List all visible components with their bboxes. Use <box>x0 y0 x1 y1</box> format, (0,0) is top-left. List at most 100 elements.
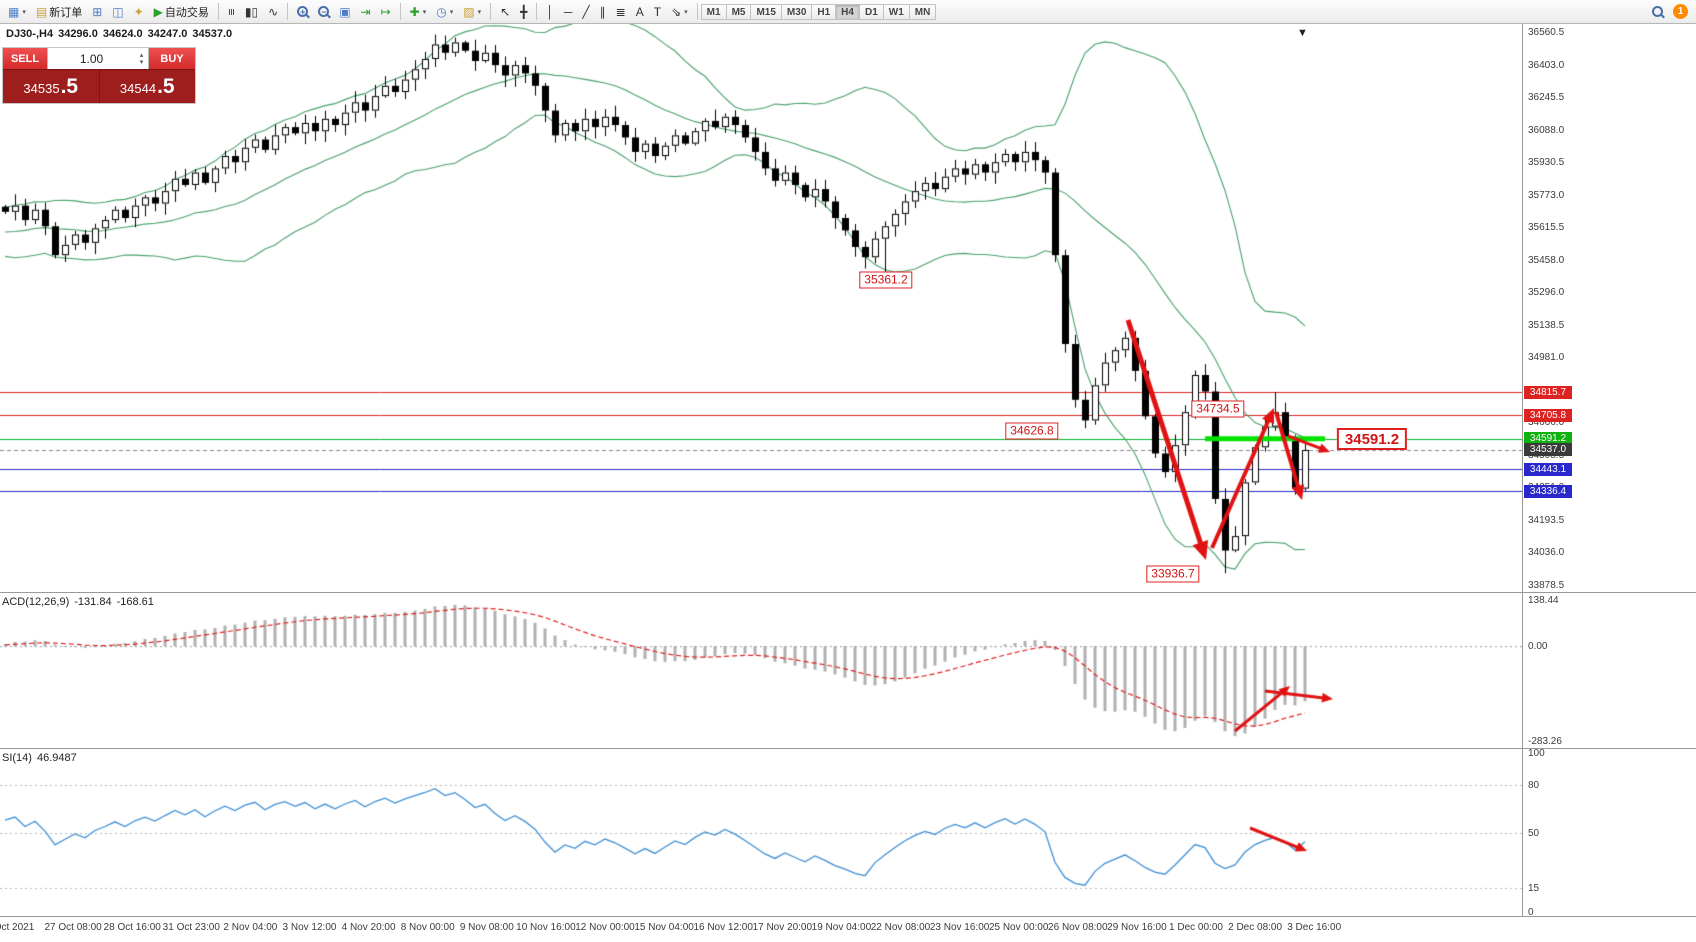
spinner-down-icon[interactable]: ▾ <box>139 58 144 66</box>
price-axis-label: 34036.0 <box>1528 547 1565 559</box>
fibonacci-button[interactable]: ≣ <box>612 2 630 21</box>
tile-windows-button[interactable]: ▣ <box>335 2 354 21</box>
new-chart-button[interactable]: ▦ ▾ <box>4 2 30 21</box>
timeframe-m1-button[interactable]: M1 <box>700 3 727 20</box>
price-annotation[interactable]: 34626.8 <box>1005 422 1059 440</box>
macd-main-value: -131.84 <box>74 596 112 608</box>
trendline-icon: ╱ <box>582 4 590 19</box>
autotrading-button-label: 自动交易 <box>164 6 209 19</box>
search-button[interactable] <box>1648 2 1667 21</box>
line-chart-button[interactable]: ∿ <box>264 2 282 21</box>
price-annotation[interactable]: 33936.7 <box>1146 565 1200 583</box>
buy-button[interactable]: BUY <box>149 48 195 69</box>
bars-chart-icon: ≡ <box>224 7 239 16</box>
chart-shift-button[interactable]: ↦ <box>377 2 395 21</box>
new-order-icon: ▤ <box>35 4 48 19</box>
price-axis-label: 34981.0 <box>1528 352 1565 364</box>
timeframe-mn-button[interactable]: MN <box>908 3 937 20</box>
price-axis-label: 35458.0 <box>1528 254 1565 266</box>
timeframe-m5-button[interactable]: M5 <box>725 3 752 20</box>
price-axis-label: 36403.0 <box>1528 59 1565 71</box>
timeframe-m30-button[interactable]: M30 <box>780 3 813 20</box>
templates-button[interactable]: ▨ ▾ <box>459 2 485 21</box>
macd-scale-min: -283.26 <box>1528 736 1562 747</box>
timeframe-w1-button[interactable]: W1 <box>882 3 910 20</box>
close-value: 34537.0 <box>192 28 233 40</box>
timeframe-m15-button[interactable]: M15 <box>750 3 782 20</box>
volume-spinner[interactable]: ▴ ▾ <box>135 52 148 66</box>
cursor-button[interactable]: ↖ <box>496 2 514 21</box>
time-axis-label: 23 Nov 16:00 <box>929 922 990 933</box>
timeframe-h1-button[interactable]: H1 <box>811 3 837 20</box>
time-axis-label: 3 Nov 12:00 <box>282 922 337 933</box>
one-click-trading-panel: SELL 1.00 ▴ ▾ BUY 34535.5 34544.5 <box>2 47 196 104</box>
toolbar-right-group: 1 <box>1647 2 1693 21</box>
open-value: 34296.0 <box>58 28 98 40</box>
zoom-out-button[interactable]: − <box>314 2 333 21</box>
arrows-button[interactable]: ⇘ ▾ <box>667 2 692 21</box>
volume-field[interactable]: 1.00 ▴ ▾ <box>47 48 149 69</box>
data-window-icon: ◫ <box>112 4 124 19</box>
panel-separator[interactable] <box>0 916 1696 917</box>
price-tag: 34591.2 <box>1524 432 1572 446</box>
price-tag: 34537.0 <box>1524 443 1572 457</box>
zoom-out-icon: − <box>318 6 330 17</box>
timeframe-d1-button[interactable]: D1 <box>858 3 884 20</box>
price-annotation[interactable]: 34734.5 <box>1191 400 1245 418</box>
volume-value[interactable]: 1.00 <box>79 51 104 66</box>
trendline-button[interactable]: ╱ <box>578 2 593 21</box>
crosshair-icon: ╋ <box>520 4 528 19</box>
price-tag: 34705.8 <box>1524 408 1572 422</box>
rsi-scale-label: 15 <box>1528 883 1540 895</box>
crosshair-button[interactable]: ╋ <box>516 2 531 21</box>
price-axis-label: 35296.0 <box>1528 287 1565 299</box>
macd-panel-canvas[interactable] <box>0 593 1522 748</box>
time-axis-label: 4 Nov 20:00 <box>341 922 396 933</box>
indicators-button[interactable]: ✚ ▾ <box>406 2 431 21</box>
navigator-button[interactable]: ✦ <box>130 2 148 21</box>
panel-separator[interactable] <box>0 592 1696 593</box>
data-window-button[interactable]: ◫ <box>108 2 127 21</box>
vertical-line-button[interactable]: │ <box>542 2 558 21</box>
equidistant-channel-button[interactable]: ∥ <box>596 2 610 21</box>
price-scale[interactable]: 36560.5 36403.0 36245.5 36088.0 35930.5 35773… <box>1523 0 1696 942</box>
spinner-up-icon[interactable]: ▴ <box>139 51 144 59</box>
macd-scale-max: 138.44 <box>1528 595 1559 606</box>
label-button[interactable]: T <box>650 2 665 21</box>
notification-badge[interactable]: 1 <box>1673 4 1688 19</box>
text-button[interactable]: A <box>632 2 648 21</box>
market-watch-button[interactable]: ⊞ <box>88 2 106 21</box>
periods-icon: ◷ <box>436 4 447 19</box>
timeframe-h4-button[interactable]: H4 <box>835 3 860 20</box>
sell-button[interactable]: SELL <box>3 48 47 69</box>
time-axis-label: 8 Nov 00:00 <box>400 922 455 933</box>
panel-separator[interactable] <box>0 748 1696 749</box>
zoom-in-button[interactable]: + <box>293 2 312 21</box>
auto-scroll-button[interactable]: ⇥ <box>357 2 375 21</box>
rsi-panel-canvas[interactable] <box>0 749 1522 916</box>
time-axis-label: 27 Oct 08:00 <box>44 922 102 933</box>
price-axis-label: 36560.5 <box>1528 27 1565 38</box>
autotrading-button[interactable]: ▶ 自动交易 <box>150 2 213 21</box>
equidistant-channel-icon: ∥ <box>599 4 606 19</box>
new-order-button[interactable]: ▤ 新订单 <box>32 2 86 21</box>
chart-shift-marker[interactable]: ▼ <box>1297 27 1308 39</box>
candles-chart-button[interactable]: ▮▯ <box>241 2 262 21</box>
price-annotation[interactable]: 35361.2 <box>859 271 913 289</box>
fibonacci-icon: ≣ <box>615 4 626 19</box>
price-annotation[interactable]: 34591.2 <box>1336 427 1408 450</box>
dropdown-caret-icon: ▾ <box>477 8 482 16</box>
cursor-icon: ↖ <box>500 4 511 19</box>
search-icon <box>1652 6 1663 17</box>
horizontal-line-button[interactable]: ─ <box>560 2 577 21</box>
price-axis-label: 35930.5 <box>1528 157 1565 169</box>
time-axis-label: 22 Nov 08:00 <box>870 922 931 933</box>
navigator-icon: ✦ <box>133 4 144 19</box>
bars-chart-button[interactable]: ≡ <box>224 2 239 21</box>
periods-button[interactable]: ◷ ▾ <box>432 2 457 21</box>
main-chart-canvas[interactable] <box>0 24 1522 592</box>
time-axis-label: 19 Nov 04:00 <box>811 922 872 933</box>
dropdown-caret-icon: ▾ <box>684 8 688 16</box>
